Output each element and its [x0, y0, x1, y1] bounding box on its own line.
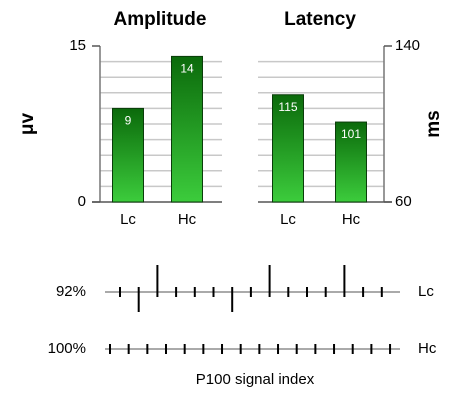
- x-tick-label: Hc: [178, 211, 197, 228]
- y-axis-label: μv: [17, 112, 38, 135]
- bar: [272, 94, 304, 203]
- y-tick-label: 140: [395, 37, 420, 54]
- value-label: 101: [341, 127, 361, 141]
- chart-title: Latency: [284, 9, 356, 30]
- y-axis-label: ms: [423, 110, 444, 137]
- row-label: 92%: [56, 283, 86, 300]
- row-label: 100%: [48, 340, 86, 357]
- y-tick-label: 15: [69, 37, 86, 54]
- x-tick-label: Hc: [342, 211, 361, 228]
- row-name: Hc: [418, 340, 437, 357]
- x-tick-label: Lc: [120, 211, 136, 228]
- chart-title: Amplitude: [114, 9, 207, 30]
- y-tick-label: 60: [395, 193, 412, 210]
- bar: [335, 121, 367, 203]
- bar: [112, 107, 144, 203]
- value-label: 115: [278, 100, 297, 114]
- value-label: 14: [180, 62, 194, 76]
- y-tick-label: 0: [78, 193, 86, 210]
- bar: [171, 55, 203, 203]
- x-tick-label: Lc: [280, 211, 296, 228]
- row-name: Lc: [418, 283, 434, 300]
- value-label: 9: [125, 114, 132, 128]
- x-axis-label: P100 signal index: [196, 371, 315, 388]
